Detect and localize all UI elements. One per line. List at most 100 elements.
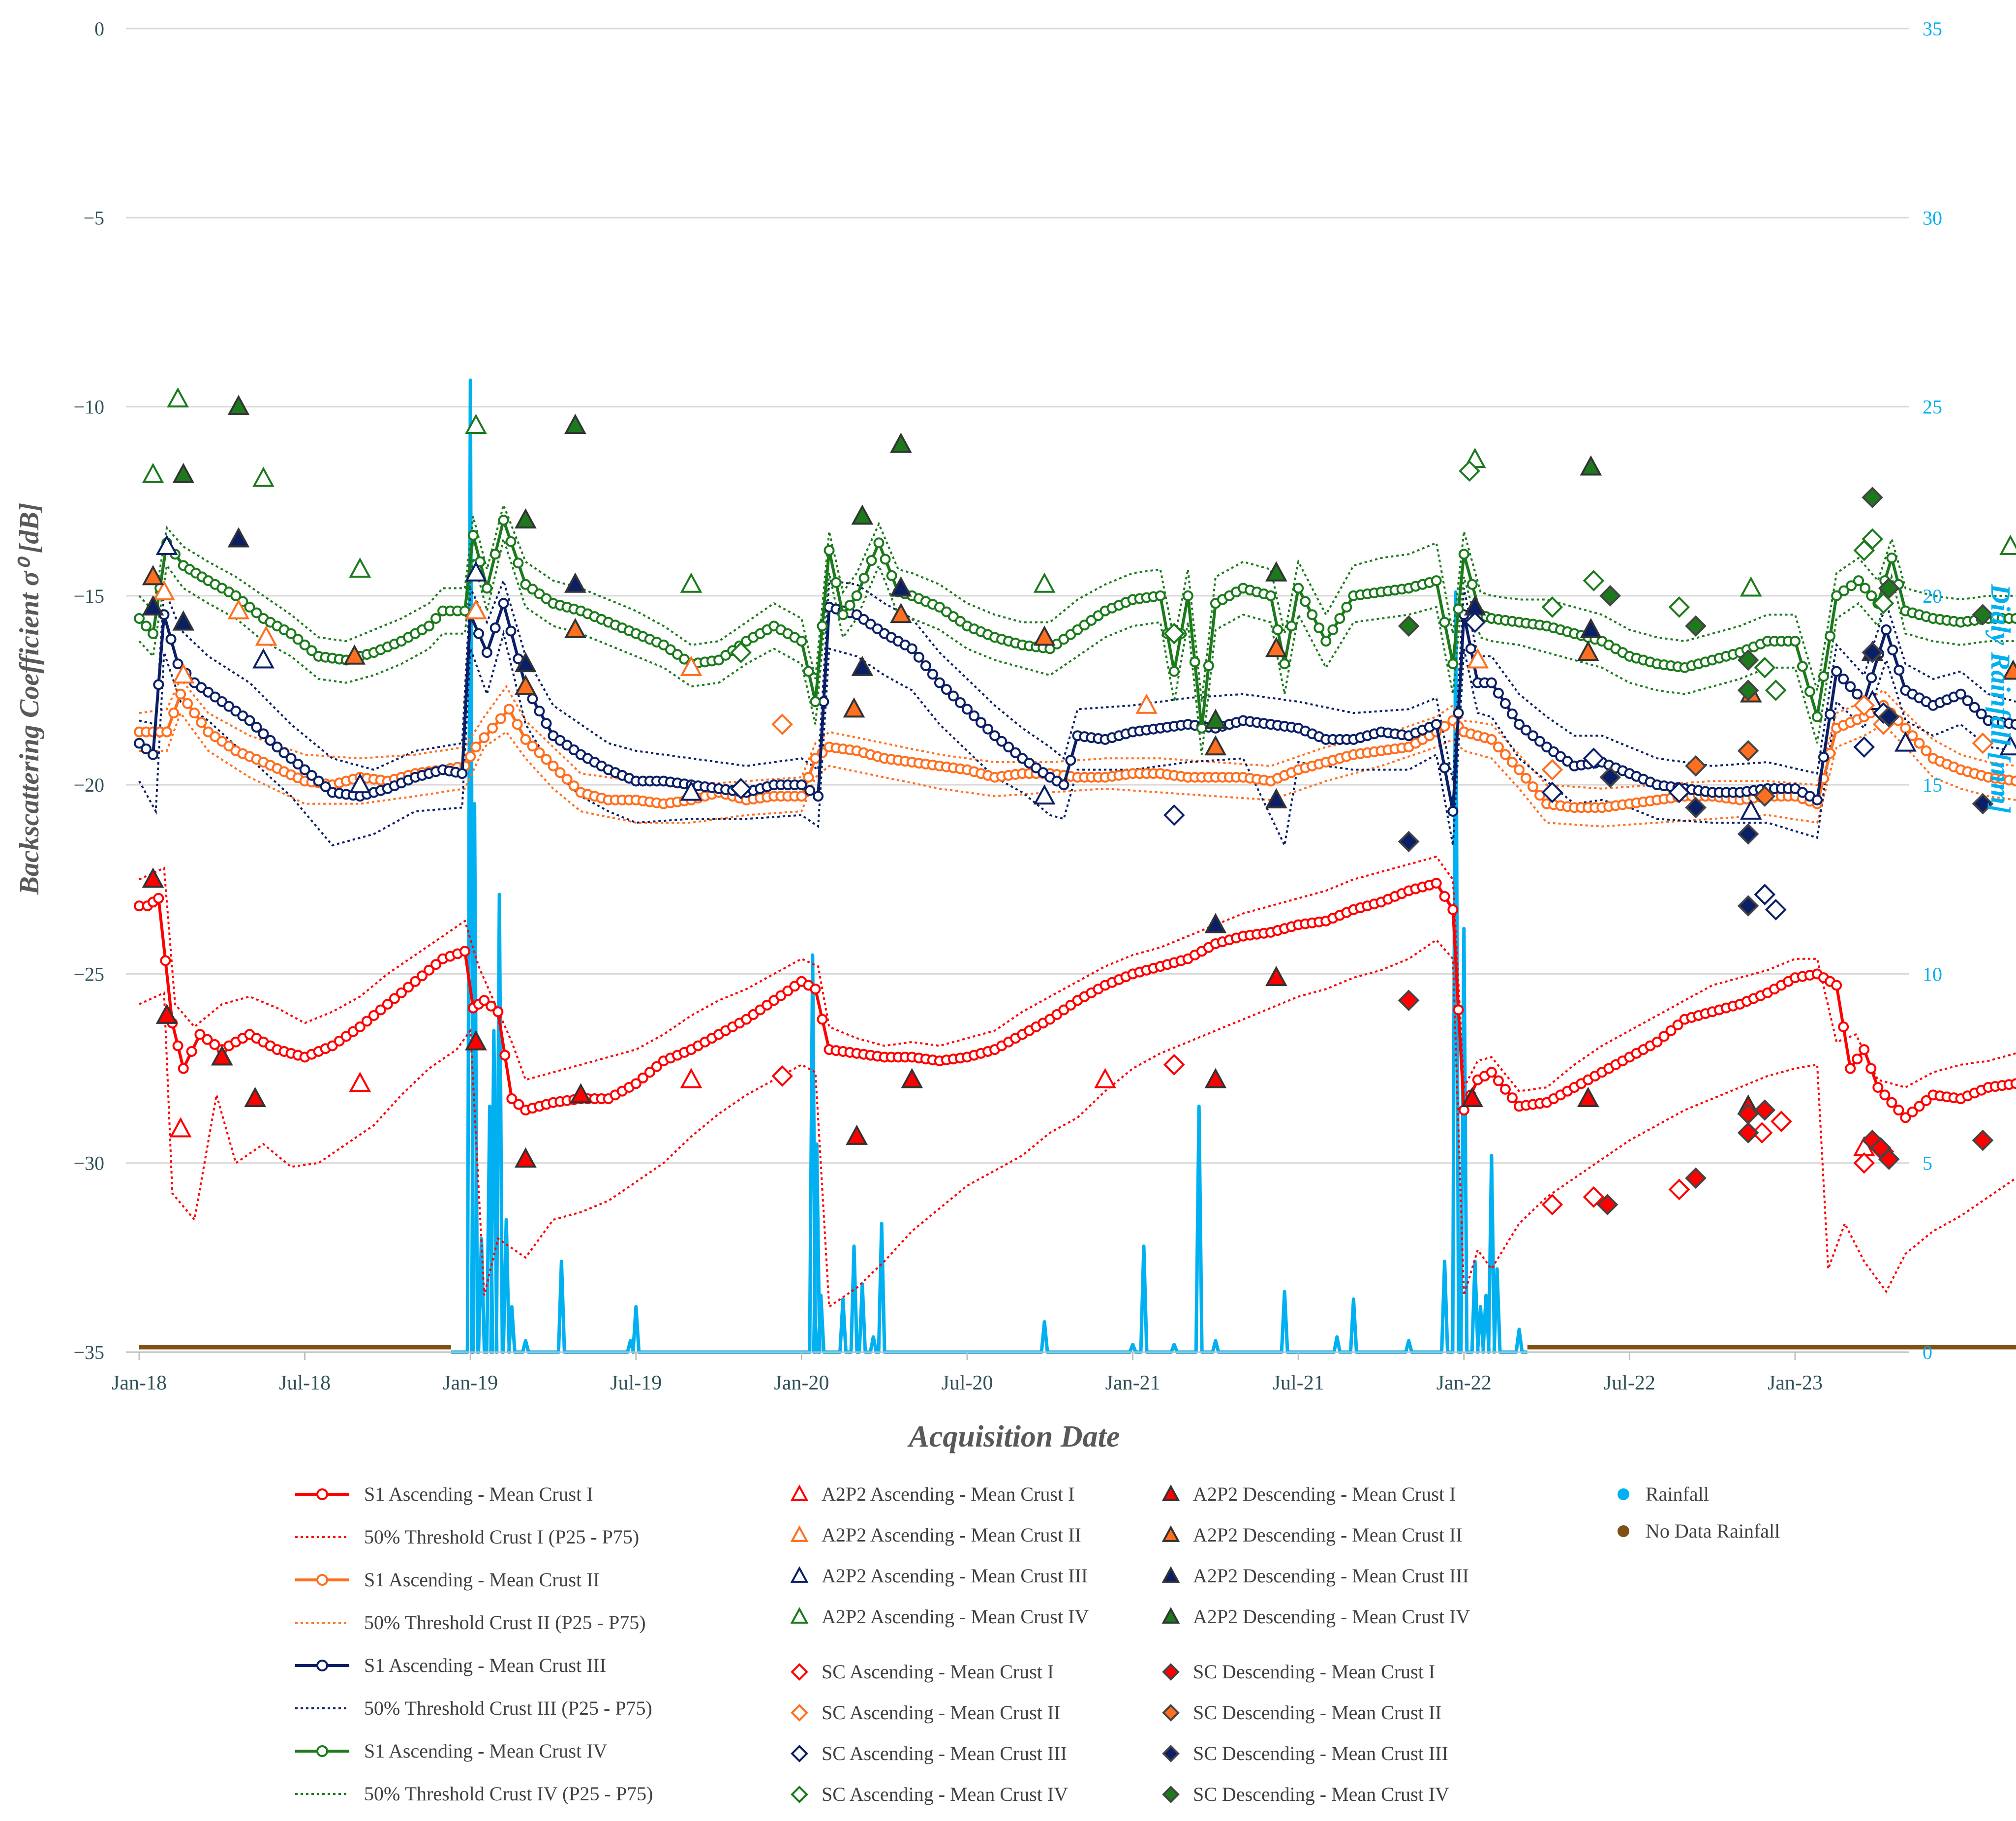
marker-point — [1599, 766, 1621, 788]
y-tick-label: −20 — [73, 774, 104, 796]
marker-point — [730, 642, 752, 663]
s1-point — [947, 690, 959, 702]
marker-series — [142, 387, 2016, 1216]
s1-point — [473, 628, 485, 639]
marker-point — [252, 648, 275, 669]
legend-label: A2P2 Ascending - Mean Crust I — [822, 1483, 1074, 1505]
legend-item: 50% Threshold Crust I (P25 - P75) — [295, 1526, 639, 1548]
legend-swatch-marker — [790, 1484, 809, 1501]
s1-point — [1811, 711, 1823, 722]
marker-point — [1583, 570, 1605, 591]
legend-item: 50% Threshold Crust II (P25 - P75) — [295, 1611, 646, 1634]
legend-swatch-marker — [1162, 1786, 1180, 1803]
s1-point — [989, 730, 1001, 741]
marker-point — [211, 1045, 233, 1066]
marker-point — [255, 625, 277, 646]
s1-point — [489, 622, 501, 634]
x-tick-label: Jan-21 — [1105, 1372, 1161, 1394]
s1-point — [141, 620, 152, 632]
legend-swatch-marker — [1161, 1484, 1180, 1501]
marker-point — [1580, 617, 1602, 638]
marker-point — [349, 557, 371, 578]
legend-swatch-marker — [790, 1566, 809, 1583]
s1-point — [1447, 805, 1459, 817]
marker-point — [1737, 823, 1759, 845]
marker-point — [1204, 1068, 1227, 1088]
marker-point — [1878, 1148, 1900, 1170]
legend-item: SC Descending - Mean Crust IV — [1162, 1783, 1449, 1805]
s1-point — [1665, 1025, 1677, 1036]
s1-point — [1846, 580, 1857, 591]
legend-item: Rainfall — [1618, 1483, 1709, 1505]
s1-point — [299, 764, 310, 775]
marker-point — [680, 655, 703, 676]
s1-point — [1866, 672, 1877, 683]
s1-point — [1334, 613, 1345, 624]
marker-point — [1999, 735, 2016, 756]
legend-swatch-marker — [1162, 1663, 1180, 1681]
s1-point — [1921, 745, 1932, 756]
s1-point — [1852, 688, 1863, 700]
y-tick-label: −35 — [73, 1341, 104, 1363]
marker-point — [1135, 693, 1158, 714]
legend-swatch-circle — [316, 1660, 328, 1671]
s1-point — [479, 732, 490, 743]
s1-point — [1672, 1019, 1683, 1031]
marker-point — [1740, 576, 1762, 597]
y2-axis-title: Dialy Rainfall [mm] — [1985, 584, 2016, 814]
marker-point — [1466, 648, 1489, 669]
s1-point — [817, 1014, 828, 1025]
s1-point — [561, 773, 573, 785]
marker-point — [169, 1117, 192, 1138]
marker-point — [1464, 611, 1486, 633]
s1-point — [1514, 764, 1525, 775]
s1-point — [1886, 1097, 1897, 1108]
s1-point — [858, 572, 870, 584]
y2-tick-label: 30 — [1923, 207, 1942, 229]
s1-point — [1825, 709, 1836, 720]
s1-mean-line — [138, 519, 2016, 730]
marker-point — [1596, 1194, 1619, 1216]
legend-item: A2P2 Ascending - Mean Crust IV — [790, 1605, 1089, 1628]
s1-point — [194, 1029, 206, 1040]
y-tick-label: −15 — [73, 585, 104, 607]
marker-point — [1163, 1054, 1185, 1076]
marker-point — [1894, 731, 1917, 752]
s1-point — [1845, 1063, 1856, 1074]
marker-point — [1853, 694, 1875, 716]
s1-point — [796, 791, 807, 802]
s1-point — [495, 713, 506, 724]
legend-swatch-marker — [791, 1663, 808, 1681]
s1-point — [175, 688, 186, 700]
s1-point — [982, 723, 994, 735]
x-tick-label: Jul-22 — [1604, 1372, 1655, 1394]
x-tick-label: Jul-19 — [610, 1372, 662, 1394]
s1-point — [1521, 772, 1532, 784]
legend-label: SC Descending - Mean Crust IV — [1193, 1783, 1449, 1805]
marker-point — [515, 1147, 537, 1168]
legend-label: SC Descending - Mean Crust II — [1193, 1701, 1441, 1724]
marker-point — [1163, 804, 1185, 826]
s1-point — [382, 998, 393, 1010]
s1-point — [920, 660, 931, 672]
marker-point — [227, 599, 250, 619]
legend-label: SC Descending - Mean Crust III — [1193, 1742, 1448, 1764]
legend-label: 50% Threshold Crust IV (P25 - P75) — [364, 1783, 653, 1805]
s1-point — [548, 760, 559, 772]
s1-point — [389, 993, 400, 1004]
s1-point — [178, 1063, 189, 1074]
s1-point — [1527, 781, 1539, 792]
s1-point — [1058, 779, 1069, 791]
s1-point — [1872, 1082, 1884, 1093]
marker-point — [843, 697, 865, 718]
s1-point — [148, 628, 159, 639]
rainfall-line — [451, 378, 1527, 1354]
s1-point — [969, 710, 980, 721]
marker-point — [227, 527, 250, 548]
marker-point — [153, 580, 175, 601]
s1-point — [2010, 1078, 2016, 1089]
marker-point — [1737, 740, 1759, 762]
marker-point — [564, 413, 586, 434]
s1-point — [278, 747, 290, 758]
